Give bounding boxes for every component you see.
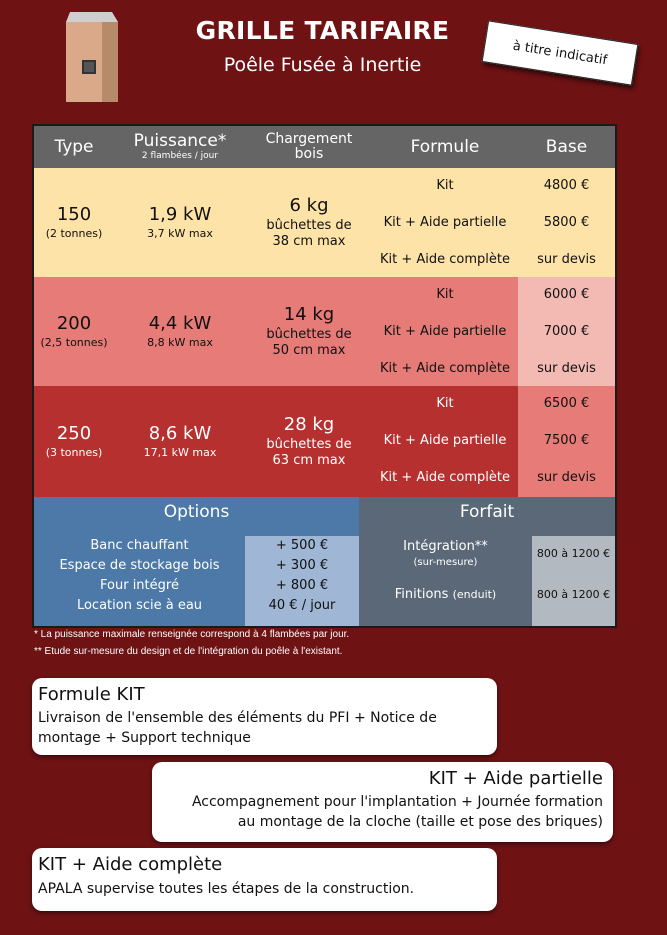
formula-partial: Kit + Aide partielle xyxy=(383,433,507,448)
formula-kit: Kit xyxy=(436,396,454,411)
option-price: + 500 € xyxy=(275,538,329,553)
formule-desc: montage + Support technique xyxy=(38,730,251,746)
indicative-tag-label: à titre indicatif xyxy=(511,38,609,68)
formula-partial: Kit + Aide partielle xyxy=(383,324,507,339)
power-cell: 4,4 kW 8,8 kW max xyxy=(147,313,213,349)
formula-kit: Kit xyxy=(436,178,454,193)
load-cell: 14 kg bûchettes de 50 cm max xyxy=(266,304,352,358)
formule-title: Formule KIT xyxy=(38,684,145,705)
option-price: 40 € / jour xyxy=(268,598,336,613)
type-cell: 250 (3 tonnes) xyxy=(45,423,103,459)
power-cell: 1,9 kW 3,7 kW max xyxy=(147,204,213,240)
forfait-title: Forfait xyxy=(459,502,515,522)
load-cell: 6 kg bûchettes de 38 cm max xyxy=(266,195,352,249)
price-table: Type Puissance* 2 flambées / jour Charge… xyxy=(32,124,617,628)
formule-desc: au montage de la cloche (taille et pose … xyxy=(237,814,603,830)
forfait-sub: (sur-mesure) xyxy=(413,557,478,568)
table-row: 200 (2,5 tonnes) 4,4 kW 8,8 kW max 14 kg bû… xyxy=(34,277,615,386)
base-column xyxy=(518,277,615,386)
type-cell: 150 (2 tonnes) xyxy=(45,204,103,240)
forfait-values-column xyxy=(532,536,615,626)
formule-complete-box: KIT + Aide complète APALA supervise tout… xyxy=(32,848,497,911)
formula-complete: Kit + Aide complète xyxy=(380,470,510,485)
formula-partial: Kit + Aide partielle xyxy=(383,215,507,230)
option-label: Espace de stockage bois xyxy=(59,558,220,573)
header-base: Base xyxy=(545,136,588,157)
table-row: 250 (3 tonnes) 8,6 kW 17,1 kW max 28 kg bûc… xyxy=(34,386,615,497)
formule-desc: Livraison de l'ensemble des éléments du … xyxy=(38,710,437,726)
footnote: ** Etude sur-mesure du design et de l'in… xyxy=(34,646,343,657)
price-partial: 7000 € xyxy=(543,324,590,339)
formula-complete: Kit + Aide complète xyxy=(380,252,510,267)
option-price: + 800 € xyxy=(275,578,329,593)
footnote: * La puissance maximale renseignée corre… xyxy=(34,629,350,640)
formula-kit: Kit xyxy=(436,287,454,302)
page-title: GRILLE TARIFAIRE xyxy=(195,16,450,45)
price-complete: sur devis xyxy=(537,470,596,485)
header-formule: Formule xyxy=(410,136,480,157)
formule-partial-box: KIT + Aide partielle Accompagnement pour… xyxy=(152,762,613,842)
formule-desc: APALA supervise toutes les étapes de la … xyxy=(38,881,415,897)
price-complete: sur devis xyxy=(537,361,596,376)
option-label: Four intégré xyxy=(100,578,179,593)
forfait-price: 800 à 1200 € xyxy=(536,547,611,560)
base-column xyxy=(518,386,615,497)
formule-desc: Accompagnement pour l'implantation + Jou… xyxy=(191,794,603,810)
forfait-price: 800 à 1200 € xyxy=(536,588,611,601)
forfait-label: Intégration** xyxy=(403,539,488,554)
price-partial: 7500 € xyxy=(543,433,590,448)
formule-title: KIT + Aide complète xyxy=(38,854,223,875)
formule-title: KIT + Aide partielle xyxy=(428,768,603,789)
price-partial: 5800 € xyxy=(543,215,590,230)
header-puissance: Puissance* 2 flambées / jour xyxy=(133,130,227,162)
table-header: Type Puissance* 2 flambées / jour Charge… xyxy=(34,126,615,168)
option-price: + 300 € xyxy=(275,558,329,573)
table-row: 150 (2 tonnes) 1,9 kW 3,7 kW max 6 kg bûche… xyxy=(34,168,615,277)
header-type: Type xyxy=(54,136,94,157)
options-values-column xyxy=(245,536,359,626)
type-cell: 200 (2,5 tonnes) xyxy=(40,313,108,349)
stove-illustration xyxy=(62,8,122,103)
option-label: Banc chauffant xyxy=(90,538,189,553)
price-kit: 6500 € xyxy=(543,396,590,411)
formule-kit-box: Formule KIT Livraison de l'ensemble des … xyxy=(32,678,497,755)
page-subtitle: Poêle Fusée à Inertie xyxy=(223,54,422,76)
options-title: Options xyxy=(163,502,230,522)
price-complete: sur devis xyxy=(537,252,596,267)
price-kit: 4800 € xyxy=(543,178,590,193)
load-cell: 28 kg bûchettes de 63 cm max xyxy=(266,414,352,468)
formula-complete: Kit + Aide complète xyxy=(380,361,510,376)
price-kit: 6000 € xyxy=(543,287,590,302)
power-cell: 8,6 kW 17,1 kW max xyxy=(143,423,217,459)
base-column xyxy=(518,168,615,277)
option-label: Location scie à eau xyxy=(76,598,203,613)
forfait-label: Finitions (enduit) xyxy=(394,587,497,602)
indicative-tag: à titre indicatif xyxy=(481,20,639,86)
header-chargement: Chargement bois xyxy=(265,130,353,162)
